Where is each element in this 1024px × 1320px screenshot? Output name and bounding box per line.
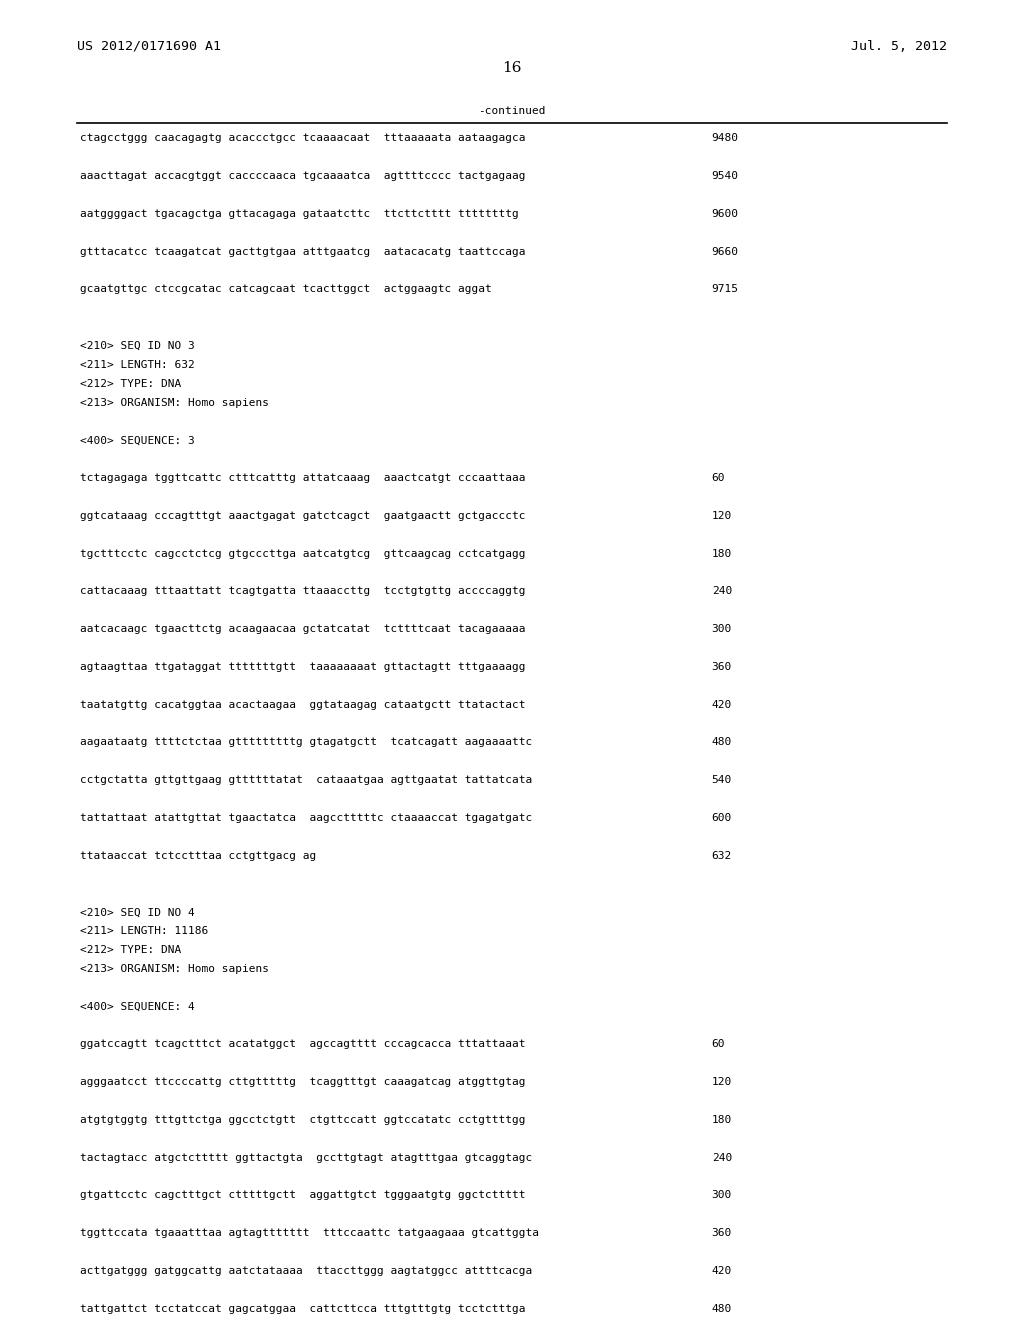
Text: <211> LENGTH: 11186: <211> LENGTH: 11186 [80, 927, 208, 936]
Text: agggaatcct ttccccattg cttgtttttg  tcaggtttgt caaagatcag atggttgtag: agggaatcct ttccccattg cttgtttttg tcaggtt… [80, 1077, 525, 1088]
Text: aagaataatg ttttctctaa gtttttttttg gtagatgctt  tcatcagatt aagaaaattc: aagaataatg ttttctctaa gtttttttttg gtagat… [80, 738, 532, 747]
Text: Jul. 5, 2012: Jul. 5, 2012 [851, 40, 947, 53]
Text: acttgatggg gatggcattg aatctataaaa  ttaccttggg aagtatggcc attttcacga: acttgatggg gatggcattg aatctataaaa ttacct… [80, 1266, 532, 1276]
Text: <210> SEQ ID NO 4: <210> SEQ ID NO 4 [80, 907, 195, 917]
Text: US 2012/0171690 A1: US 2012/0171690 A1 [77, 40, 221, 53]
Text: 300: 300 [712, 1191, 732, 1200]
Text: <211> LENGTH: 632: <211> LENGTH: 632 [80, 360, 195, 370]
Text: 480: 480 [712, 738, 732, 747]
Text: <212> TYPE: DNA: <212> TYPE: DNA [80, 379, 181, 388]
Text: 120: 120 [712, 1077, 732, 1088]
Text: tctagagaga tggttcattc ctttcatttg attatcaaag  aaactcatgt cccaattaaa: tctagagaga tggttcattc ctttcatttg attatca… [80, 473, 525, 483]
Text: 240: 240 [712, 586, 732, 597]
Text: 420: 420 [712, 700, 732, 710]
Text: 180: 180 [712, 1115, 732, 1125]
Text: gtgattcctc cagctttgct ctttttgctt  aggattgtct tgggaatgtg ggctcttttt: gtgattcctc cagctttgct ctttttgctt aggattg… [80, 1191, 525, 1200]
Text: tactagtacc atgctcttttt ggttactgta  gccttgtagt atagtttgaa gtcaggtagc: tactagtacc atgctcttttt ggttactgta gccttg… [80, 1152, 532, 1163]
Text: aatcacaagc tgaacttctg acaagaacaa gctatcatat  tcttttcaat tacagaaaaa: aatcacaagc tgaacttctg acaagaacaa gctatca… [80, 624, 525, 634]
Text: aaacttagat accacgtggt caccccaaca tgcaaaatca  agttttcccc tactgagaag: aaacttagat accacgtggt caccccaaca tgcaaaa… [80, 172, 525, 181]
Text: 60: 60 [712, 1039, 725, 1049]
Text: 240: 240 [712, 1152, 732, 1163]
Text: 632: 632 [712, 850, 732, 861]
Text: gtttacatcc tcaagatcat gacttgtgaa atttgaatcg  aatacacatg taattccaga: gtttacatcc tcaagatcat gacttgtgaa atttgaa… [80, 247, 525, 256]
Text: <210> SEQ ID NO 3: <210> SEQ ID NO 3 [80, 341, 195, 351]
Text: 480: 480 [712, 1304, 732, 1313]
Text: agtaagttaa ttgataggat tttttttgtt  taaaaaaaat gttactagtt tttgaaaagg: agtaagttaa ttgataggat tttttttgtt taaaaaa… [80, 661, 525, 672]
Text: ggtcataaag cccagtttgt aaactgagat gatctcagct  gaatgaactt gctgaccctc: ggtcataaag cccagtttgt aaactgagat gatctca… [80, 511, 525, 521]
Text: <400> SEQUENCE: 3: <400> SEQUENCE: 3 [80, 436, 195, 445]
Text: tgctttcctc cagcctctcg gtgcccttga aatcatgtcg  gttcaagcag cctcatgagg: tgctttcctc cagcctctcg gtgcccttga aatcatg… [80, 549, 525, 558]
Text: cctgctatta gttgttgaag gttttttatat  cataaatgaa agttgaatat tattatcata: cctgctatta gttgttgaag gttttttatat cataaa… [80, 775, 532, 785]
Text: <213> ORGANISM: Homo sapiens: <213> ORGANISM: Homo sapiens [80, 964, 269, 974]
Text: atgtgtggtg tttgttctga ggcctctgtt  ctgttccatt ggtccatatc cctgttttgg: atgtgtggtg tttgttctga ggcctctgtt ctgttcc… [80, 1115, 525, 1125]
Text: <213> ORGANISM: Homo sapiens: <213> ORGANISM: Homo sapiens [80, 397, 269, 408]
Text: tattgattct tcctatccat gagcatggaa  cattcttcca tttgtttgtg tcctctttga: tattgattct tcctatccat gagcatggaa cattctt… [80, 1304, 525, 1313]
Text: 9660: 9660 [712, 247, 738, 256]
Text: 9480: 9480 [712, 133, 738, 144]
Text: tggttccata tgaaatttaa agtagttttttt  tttccaattc tatgaagaaa gtcattggta: tggttccata tgaaatttaa agtagttttttt tttcc… [80, 1228, 539, 1238]
Text: ttataaccat tctcctttaa cctgttgacg ag: ttataaccat tctcctttaa cctgttgacg ag [80, 850, 316, 861]
Text: gcaatgttgc ctccgcatac catcagcaat tcacttggct  actggaagtc aggat: gcaatgttgc ctccgcatac catcagcaat tcacttg… [80, 284, 492, 294]
Text: 300: 300 [712, 624, 732, 634]
Text: ggatccagtt tcagctttct acatatggct  agccagtttt cccagcacca tttattaaat: ggatccagtt tcagctttct acatatggct agccagt… [80, 1039, 525, 1049]
Text: tattattaat atattgttat tgaactatca  aagcctttttc ctaaaaccat tgagatgatc: tattattaat atattgttat tgaactatca aagcctt… [80, 813, 532, 822]
Text: 9600: 9600 [712, 209, 738, 219]
Text: 360: 360 [712, 661, 732, 672]
Text: 60: 60 [712, 473, 725, 483]
Text: 600: 600 [712, 813, 732, 822]
Text: -continued: -continued [478, 106, 546, 116]
Text: cattacaaag tttaattatt tcagtgatta ttaaaccttg  tcctgtgttg accccaggtg: cattacaaag tttaattatt tcagtgatta ttaaacc… [80, 586, 525, 597]
Text: 120: 120 [712, 511, 732, 521]
Text: 420: 420 [712, 1266, 732, 1276]
Text: <400> SEQUENCE: 4: <400> SEQUENCE: 4 [80, 1002, 195, 1011]
Text: 9715: 9715 [712, 284, 738, 294]
Text: <212> TYPE: DNA: <212> TYPE: DNA [80, 945, 181, 954]
Text: 16: 16 [502, 61, 522, 75]
Text: 9540: 9540 [712, 172, 738, 181]
Text: taatatgttg cacatggtaa acactaagaa  ggtataagag cataatgctt ttatactact: taatatgttg cacatggtaa acactaagaa ggtataa… [80, 700, 525, 710]
Text: 180: 180 [712, 549, 732, 558]
Text: aatggggact tgacagctga gttacagaga gataatcttc  ttcttctttt ttttttttg: aatggggact tgacagctga gttacagaga gataatc… [80, 209, 518, 219]
Text: 540: 540 [712, 775, 732, 785]
Text: ctagcctggg caacagagtg acaccctgcc tcaaaacaat  tttaaaaata aataagagca: ctagcctggg caacagagtg acaccctgcc tcaaaac… [80, 133, 525, 144]
Text: 360: 360 [712, 1228, 732, 1238]
